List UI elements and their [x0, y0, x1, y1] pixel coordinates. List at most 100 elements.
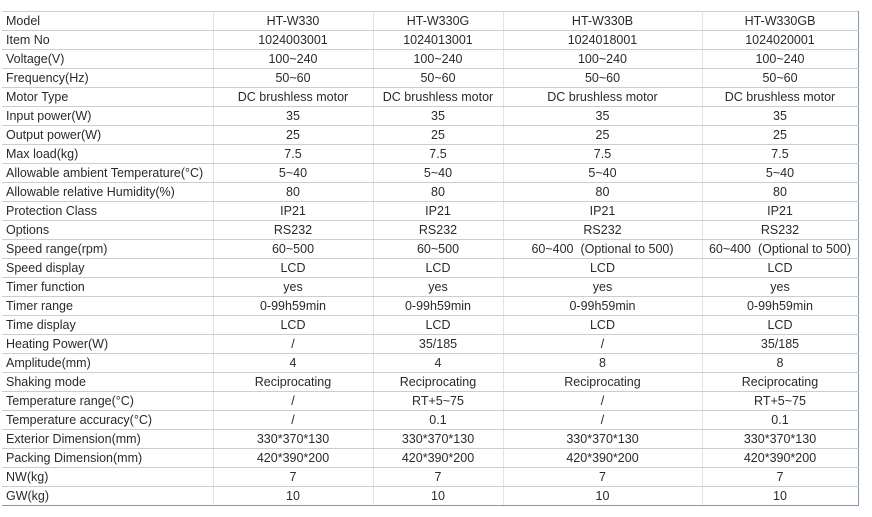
row-label: Packing Dimension(mm)	[2, 448, 214, 468]
spec-value: Reciprocating	[373, 372, 504, 392]
spec-value: Reciprocating	[702, 372, 859, 392]
spec-value: 420*390*200	[702, 448, 859, 468]
row-label: NW(kg)	[2, 467, 214, 487]
spec-value: IP21	[373, 201, 504, 221]
row-label: Speed display	[2, 258, 214, 278]
spec-value: /	[213, 391, 374, 411]
spec-value: 60~500	[213, 239, 374, 259]
spec-value: 35	[213, 106, 374, 126]
spec-value: 420*390*200	[373, 448, 504, 468]
spec-value: LCD	[503, 315, 703, 335]
spec-value: 10	[702, 486, 859, 506]
spec-value: yes	[373, 277, 504, 297]
model-header: HT-W330B	[503, 11, 703, 31]
row-label: Frequency(Hz)	[2, 68, 214, 88]
row-label: Voltage(V)	[2, 49, 214, 69]
spec-value: 1024018001	[503, 30, 703, 50]
table-row: Packing Dimension(mm) 420*390*200 420*390*…	[2, 448, 859, 468]
row-label: Motor Type	[2, 87, 214, 107]
row-label: Model	[2, 11, 214, 31]
spec-value: 8	[503, 353, 703, 373]
spec-value: yes	[213, 277, 374, 297]
spec-value: 7	[213, 467, 374, 487]
spec-value: /	[503, 334, 703, 354]
row-label: Temperature range(°C)	[2, 391, 214, 411]
spec-value: 7.5	[702, 144, 859, 164]
table-row: Timer function yes yes yes yes	[2, 277, 859, 297]
spec-value: 330*370*130	[702, 429, 859, 449]
row-label: Options	[2, 220, 214, 240]
spec-value: 7	[702, 467, 859, 487]
spec-value: 0.1	[702, 410, 859, 430]
spec-value: 5~40	[503, 163, 703, 183]
spec-value: yes	[702, 277, 859, 297]
spec-value: 100~240	[373, 49, 504, 69]
row-label: Time display	[2, 315, 214, 335]
spec-value: 8	[702, 353, 859, 373]
row-label: Exterior Dimension(mm)	[2, 429, 214, 449]
spec-value: RS232	[503, 220, 703, 240]
table-row: Shaking mode Reciprocating Reciprocating Re…	[2, 372, 859, 392]
spec-value: RT+5~75	[373, 391, 504, 411]
table-row: Speed display LCD LCD LCD LCD	[2, 258, 859, 278]
spec-value: LCD	[373, 258, 504, 278]
row-label: Input power(W)	[2, 106, 214, 126]
spec-value: 80	[213, 182, 374, 202]
spec-value: LCD	[702, 315, 859, 335]
spec-value: 100~240	[213, 49, 374, 69]
spec-value: /	[213, 410, 374, 430]
spec-value: RS232	[373, 220, 504, 240]
table-row: Protection Class IP21 IP21 IP21 IP21	[2, 201, 859, 221]
spec-value: 50~60	[503, 68, 703, 88]
spec-value: yes	[503, 277, 703, 297]
spec-value: 100~240	[702, 49, 859, 69]
table-row: Temperature accuracy(°C)/0.1/0.1	[2, 410, 859, 430]
table-row: Amplitude(mm) 4 4 8 8	[2, 353, 859, 373]
table-row: Speed range(rpm) 60~500 60~500 60~400 (Opti…	[2, 239, 859, 259]
spec-value: Reciprocating	[503, 372, 703, 392]
table-row: Options RS232 RS232 RS232 RS232	[2, 220, 859, 240]
table-row: Input power(W) 35 35 35 35	[2, 106, 859, 126]
model-header: HT-W330GB	[702, 11, 859, 31]
row-label: Speed range(rpm)	[2, 239, 214, 259]
spec-value: 80	[503, 182, 703, 202]
table-row: Motor Type DC brushless motor DC brushless…	[2, 87, 859, 107]
spec-value: 25	[702, 125, 859, 145]
spec-value: 0-99h59min	[373, 296, 504, 316]
spec-value: 4	[373, 353, 504, 373]
spec-value: 420*390*200	[503, 448, 703, 468]
row-label: Protection Class	[2, 201, 214, 221]
table-row: Item No 1024003001 1024013001 1024018001 102…	[2, 30, 859, 50]
spec-value: 1024013001	[373, 30, 504, 50]
spec-value: 1024003001	[213, 30, 374, 50]
spec-table: Model HT-W330 HT-W330G HT-W330B HT-W330GB Ite…	[2, 11, 859, 506]
spec-value: 7.5	[373, 144, 504, 164]
spec-value: 7	[503, 467, 703, 487]
spec-value: /	[503, 391, 703, 411]
table-row: GW(kg) 10 10 10 10	[2, 486, 859, 506]
spec-value: 25	[213, 125, 374, 145]
spec-value: 35	[702, 106, 859, 126]
spec-value: 80	[702, 182, 859, 202]
table-row: Allowable relative Humidity(%) 80 80 80 80	[2, 182, 859, 202]
spec-value: 330*370*130	[503, 429, 703, 449]
spec-value: RS232	[213, 220, 374, 240]
row-label: Max load(kg)	[2, 144, 214, 164]
spec-value: IP21	[702, 201, 859, 221]
spec-value: 420*390*200	[213, 448, 374, 468]
spec-value: IP21	[213, 201, 374, 221]
spec-value: 60~400 (Optional to 500)	[702, 239, 859, 259]
spec-value: 5~40	[213, 163, 374, 183]
row-label: Shaking mode	[2, 372, 214, 392]
table-row: Model HT-W330 HT-W330G HT-W330B HT-W330GB	[2, 11, 859, 31]
row-label: Timer function	[2, 277, 214, 297]
spec-value: 35	[503, 106, 703, 126]
spec-value: 1024020001	[702, 30, 859, 50]
row-label: Temperature accuracy(°C)	[2, 410, 214, 430]
table-row: Allowable ambient Temperature(°C) 5~40 5~4…	[2, 163, 859, 183]
spec-value: 10	[373, 486, 504, 506]
spec-value: 7	[373, 467, 504, 487]
spec-value: 50~60	[213, 68, 374, 88]
spec-value: Reciprocating	[213, 372, 374, 392]
table-row: Output power(W) 25 25 25 25	[2, 125, 859, 145]
